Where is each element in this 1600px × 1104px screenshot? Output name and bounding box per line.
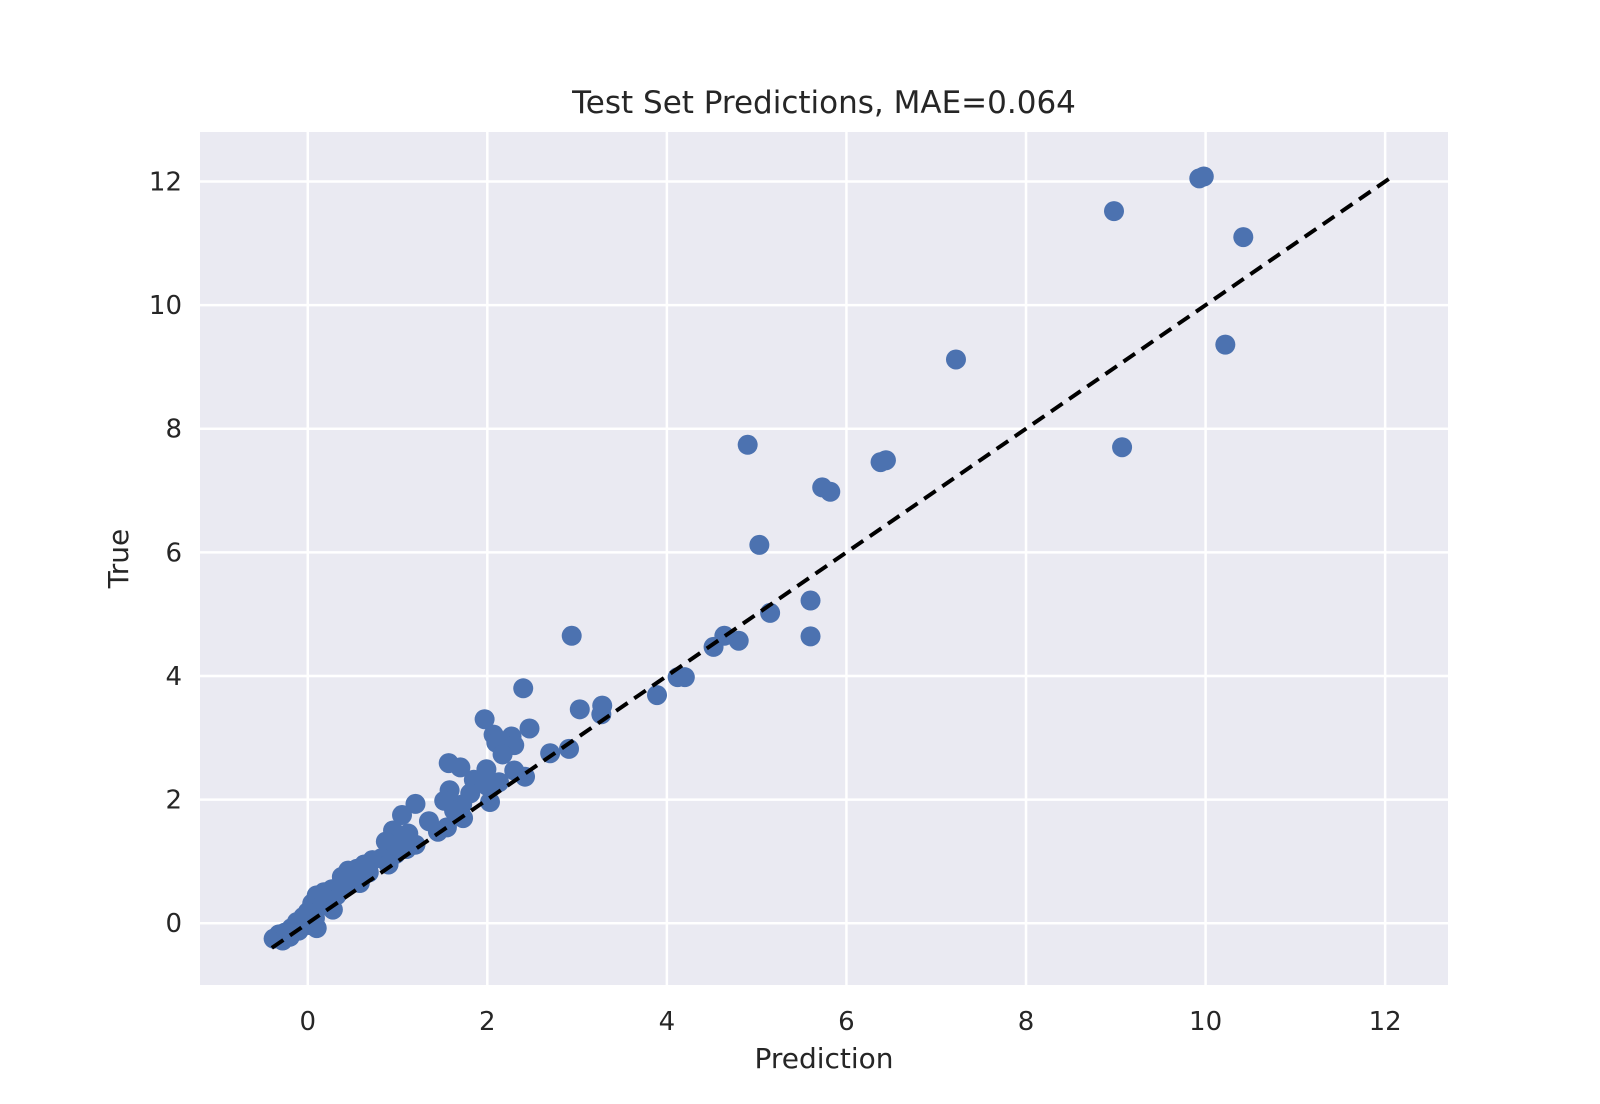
data-point	[800, 590, 821, 611]
chart-title: Test Set Predictions, MAE=0.064	[571, 85, 1076, 121]
y-tick-label: 2	[165, 786, 182, 816]
data-point	[945, 349, 966, 370]
data-point	[405, 793, 426, 814]
x-tick-label: 0	[299, 1007, 316, 1037]
data-point	[749, 534, 770, 555]
data-point	[647, 685, 668, 706]
data-point	[875, 450, 896, 471]
x-tick-label: 6	[838, 1007, 855, 1037]
data-point	[450, 757, 471, 778]
data-point	[800, 626, 821, 647]
data-point	[728, 630, 749, 651]
data-point	[559, 738, 580, 759]
data-point	[480, 792, 501, 813]
data-point	[737, 434, 758, 455]
x-tick-labels: 0 2 4 6 8 10 12	[299, 1007, 1401, 1037]
x-tick-label: 10	[1189, 1007, 1222, 1037]
data-point	[488, 772, 509, 793]
data-point	[513, 678, 534, 699]
y-axis-label: True	[102, 529, 135, 589]
y-tick-label: 8	[165, 415, 182, 445]
x-tick-label: 2	[479, 1007, 496, 1037]
data-point	[561, 625, 582, 646]
data-point	[392, 805, 413, 826]
y-tick-label: 10	[149, 291, 182, 321]
y-tick-labels: 0 2 4 6 8 10 12	[149, 167, 182, 939]
x-tick-label: 12	[1369, 1007, 1402, 1037]
data-point	[1215, 334, 1236, 355]
data-point	[306, 918, 327, 939]
data-point	[519, 718, 540, 739]
data-point	[1233, 227, 1254, 248]
data-point	[820, 481, 841, 502]
y-tick-label: 4	[165, 662, 182, 692]
y-tick-label: 0	[165, 909, 182, 939]
data-point	[1104, 201, 1125, 222]
data-point	[1193, 166, 1214, 187]
y-tick-label: 12	[149, 167, 182, 197]
data-point	[1112, 437, 1133, 458]
data-point	[540, 743, 561, 764]
x-tick-label: 8	[1018, 1007, 1035, 1037]
x-axis-label: Prediction	[754, 1042, 893, 1075]
data-point	[674, 667, 695, 688]
data-point	[569, 699, 590, 720]
y-tick-label: 6	[165, 538, 182, 568]
data-point	[349, 873, 370, 894]
reference-line	[270, 173, 1396, 950]
x-tick-label: 4	[659, 1007, 676, 1037]
data-point	[492, 744, 513, 765]
data-point	[474, 709, 495, 730]
